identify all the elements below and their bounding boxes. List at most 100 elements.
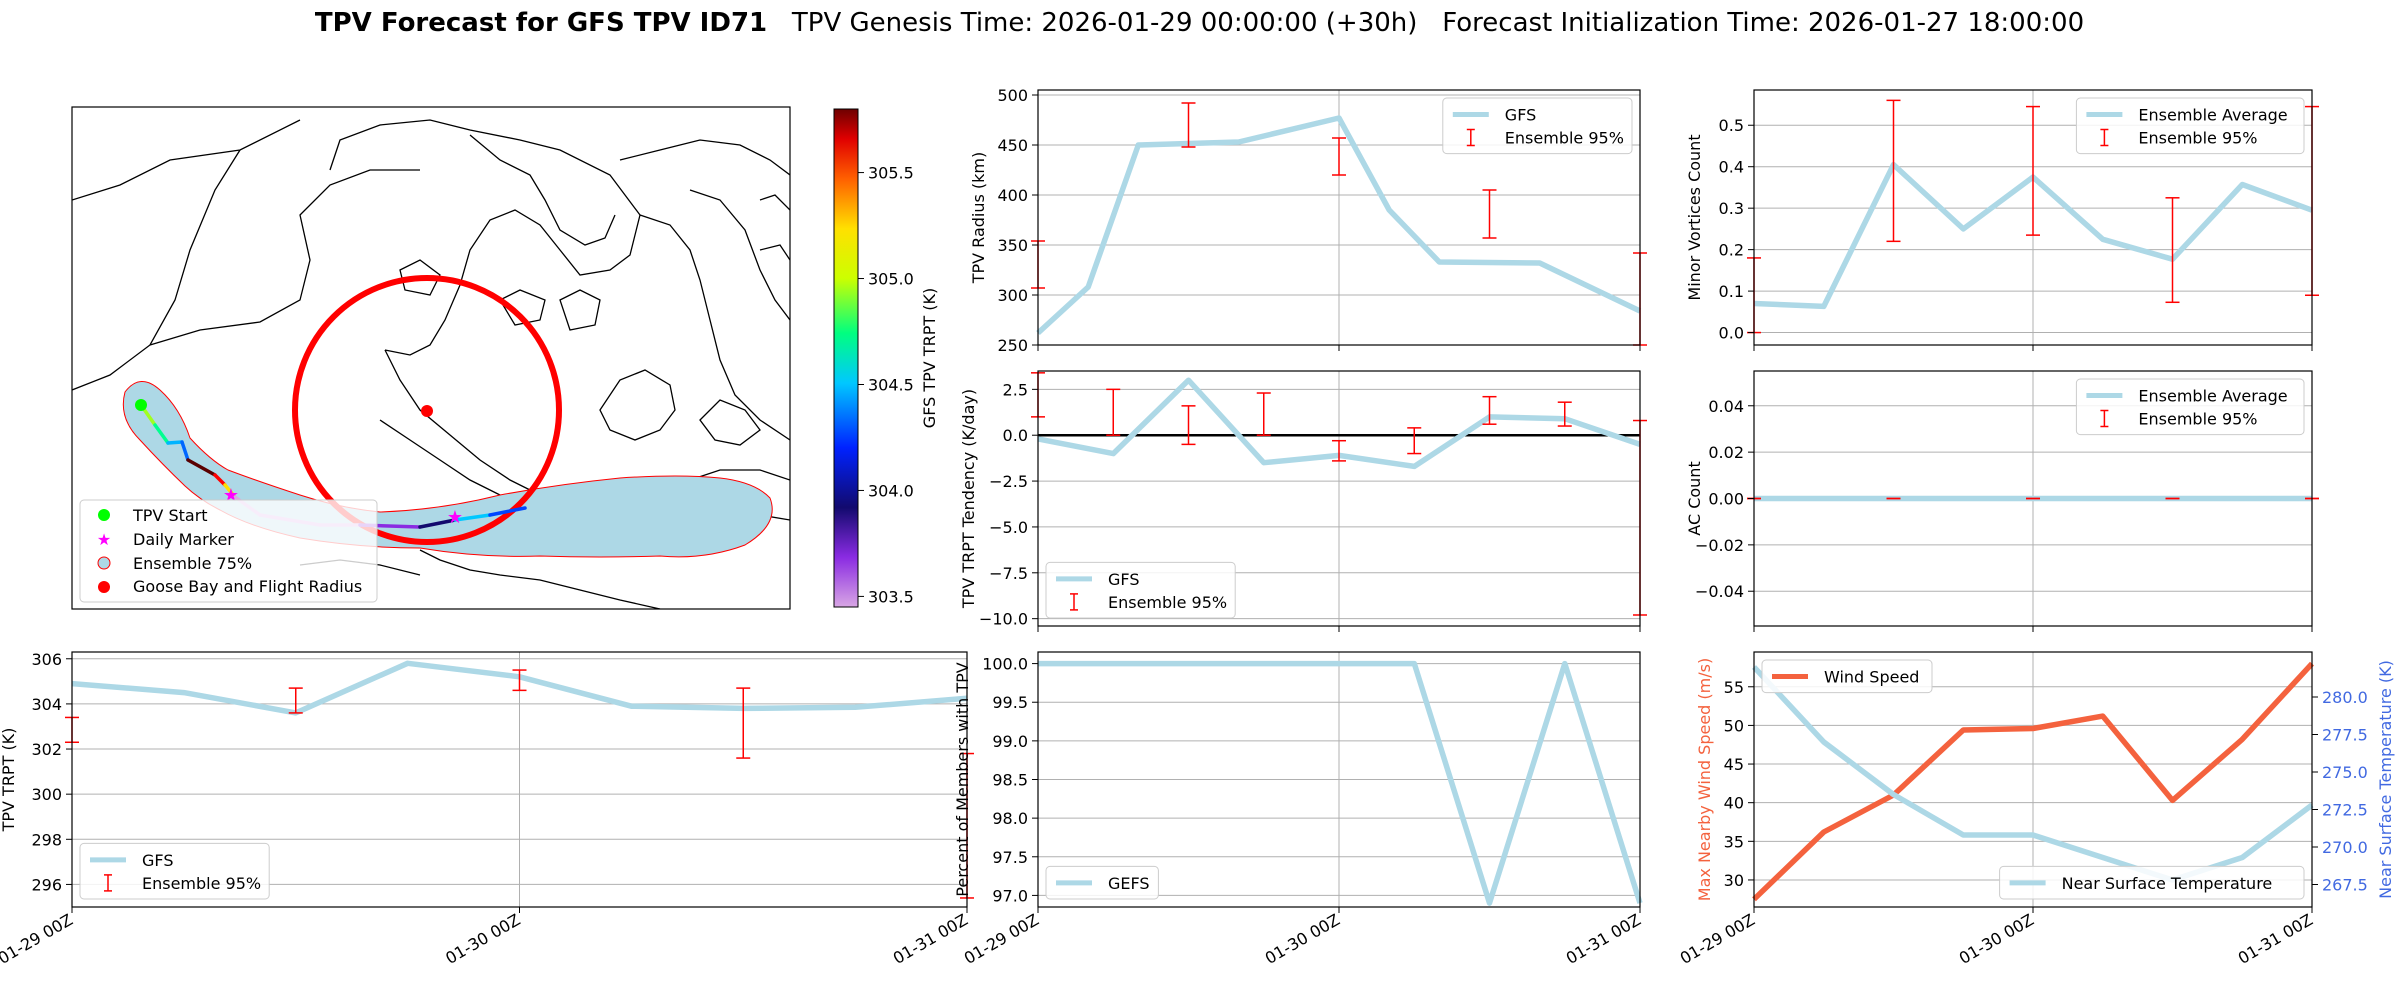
colorbar: 303.5 304.0 304.5 305.0 305.5 GFS TPV TRPT (…: [833, 108, 939, 608]
y-tick-label: 0.1: [1719, 282, 1744, 301]
legend: Wind Speed: [1761, 659, 1933, 694]
legend-start-label: TPV Start: [132, 506, 208, 525]
daily-marker-2: ★: [447, 507, 463, 528]
y-tick-label: −2.5: [989, 472, 1028, 491]
y-tick-label: 30: [1724, 871, 1744, 890]
colorbar-gradient: [833, 108, 859, 608]
minor-vortices-panel: 0.0 0.1 0.2 0.3 0.4 0.5 Minor Vortices Count En…: [1685, 89, 2319, 351]
legend-label: GEFS: [1108, 874, 1150, 893]
figure-title-genesis: TPV Genesis Time: 2026-01-29 00:00:00 (+…: [791, 8, 1418, 38]
flight-radius-circle: [292, 275, 562, 545]
errorbar: [1482, 189, 1497, 239]
ac-count-panel: −0.04 −0.02 0.00 0.02 0.04 AC Count Ensemble A…: [1685, 370, 2319, 632]
y-tick-label: 306: [31, 650, 62, 669]
x-tick-label: 01-31 00Z: [2235, 910, 2316, 968]
legend-ensemble-icon: [97, 556, 111, 570]
map-legend: TPV Start ★ Daily Marker Ensemble 75% Go…: [79, 499, 378, 603]
y-tick-label: 302: [31, 740, 62, 759]
errorbar: [1181, 102, 1196, 148]
y-tick-label: 0.04: [1708, 397, 1744, 416]
figure-title-bold: TPV Forecast for GFS TPV ID71: [314, 8, 768, 38]
colorbar-tick-label: 304.0: [868, 481, 914, 500]
errorbar: [1557, 401, 1572, 427]
legend-label: Ensemble 95%: [2138, 129, 2257, 148]
y-tick-label: 100.0: [982, 655, 1028, 674]
legend: Ensemble Average Ensemble 95%: [2075, 378, 2305, 436]
tpv-start-marker: [135, 399, 147, 411]
y-tick-label: 0.0: [1719, 324, 1744, 343]
y-tick-label: 98.0: [992, 809, 1028, 828]
errorbar: [1407, 427, 1422, 455]
y-tick-label: 0.2: [1719, 241, 1744, 260]
y-axis-label: Max Nearby Wind Speed (m/s): [1695, 658, 1714, 901]
x-tick-label: 01-30 00Z: [1956, 910, 2037, 968]
y-tick-label: −7.5: [989, 564, 1028, 583]
errorbar: [1106, 388, 1121, 436]
wind-temperature-panel: 30 35 40 45 50 55 Max Nearby Wind Speed (m/s) 2…: [1677, 651, 2395, 968]
legend-label: Near Surface Temperature: [2062, 874, 2273, 893]
legend-label: Ensemble 95%: [1505, 129, 1624, 148]
legend-goosebay-label: Goose Bay and Flight Radius: [133, 577, 362, 596]
series-line-gefs: [1038, 660, 1643, 906]
legend: Near Surface Temperature: [1999, 865, 2305, 900]
errorbar: [288, 687, 303, 714]
y-tick-label: 0.3: [1719, 199, 1744, 218]
y-tick-label: −0.02: [1695, 536, 1744, 555]
y-tick-label: −10.0: [979, 610, 1028, 629]
errorbar: [512, 669, 527, 692]
legend-label: Wind Speed: [1824, 668, 1919, 687]
errorbar: [1256, 392, 1271, 436]
y2-tick-label: 277.5: [2322, 726, 2368, 745]
map-area: ★ ★ TPV Start ★ Daily Marker Ensemble 75…: [72, 107, 790, 609]
x-tick-label: 01-29 00Z: [1677, 910, 1758, 968]
y2-tick-label: 267.5: [2322, 876, 2368, 895]
errorbar: [1482, 395, 1497, 425]
members-panel: 97.0 97.5 98.0 98.5 99.0 99.5 100.0 Percent of …: [953, 651, 1644, 968]
series-line-wind-speed: [1752, 661, 2315, 902]
y-tick-label: 0.5: [1719, 116, 1744, 135]
y-tick-label: 98.5: [992, 771, 1028, 790]
y-axis-label: Percent of Members with TPV: [953, 662, 972, 896]
figure-title-init: Forecast Initialization Time: 2026-01-27…: [1442, 8, 2085, 38]
trpt-panel: 296 298 300 302 304 306 TPV TRPT (K) 01-29 00Z 0…: [0, 650, 974, 968]
y2-axis-label: Near Surface Temperature (K): [2376, 660, 2395, 899]
series-line-near-surface-temperature: [1751, 665, 2314, 883]
y-axis-label: Minor Vortices Count: [1685, 134, 1704, 300]
y-tick-label: 0.4: [1719, 158, 1744, 177]
errorbar: [1886, 99, 1901, 243]
errorbar: [2165, 197, 2180, 304]
colorbar-tick-label: 304.5: [868, 375, 914, 394]
y-tick-label: 55: [1724, 678, 1744, 697]
y-tick-label: 500: [997, 86, 1028, 105]
legend-label: Ensemble 95%: [1108, 593, 1227, 612]
legend: GFS Ensemble 95%: [1442, 97, 1633, 155]
x-tick-label: 01-31 00Z: [890, 910, 971, 968]
y-axis-label: TPV Radius (km): [969, 152, 988, 285]
y2-tick-label: 270.0: [2322, 838, 2368, 857]
errorbar: [2026, 105, 2040, 236]
y-tick-label: 99.0: [992, 732, 1028, 751]
y-axis-label: TPV TRPT (K): [0, 728, 18, 833]
legend-label: Ensemble Average: [2138, 387, 2287, 406]
y-tick-label: 0.0: [1003, 426, 1028, 445]
y-tick-label: 35: [1724, 832, 1744, 851]
tendency-panel: −10.0 −7.5 −5.0 −2.5 0.0 2.5 TPV TRPT Tendency…: [959, 370, 1647, 632]
y-tick-label: 2.5: [1003, 380, 1028, 399]
legend-label: GFS: [1108, 570, 1139, 589]
y-tick-label: −0.04: [1695, 582, 1744, 601]
x-tick-label: 01-31 00Z: [1563, 910, 1644, 968]
y-tick-label: 0.00: [1708, 490, 1744, 509]
y-tick-label: 250: [997, 336, 1028, 355]
legend-label: Ensemble Average: [2138, 106, 2287, 125]
legend: GEFS: [1045, 865, 1159, 900]
y-axis-label: AC Count: [1685, 461, 1704, 535]
colorbar-tick-label: 305.5: [868, 164, 914, 183]
errorbar: [1181, 405, 1196, 446]
colorbar-tick-label: 305.0: [868, 270, 914, 289]
errorbar: [736, 687, 751, 759]
colorbar-tick-label: 303.5: [868, 587, 914, 606]
y-tick-label: 45: [1724, 755, 1744, 774]
legend: GFS Ensemble 95%: [1045, 561, 1236, 619]
legend-daily-label: Daily Marker: [133, 530, 234, 549]
